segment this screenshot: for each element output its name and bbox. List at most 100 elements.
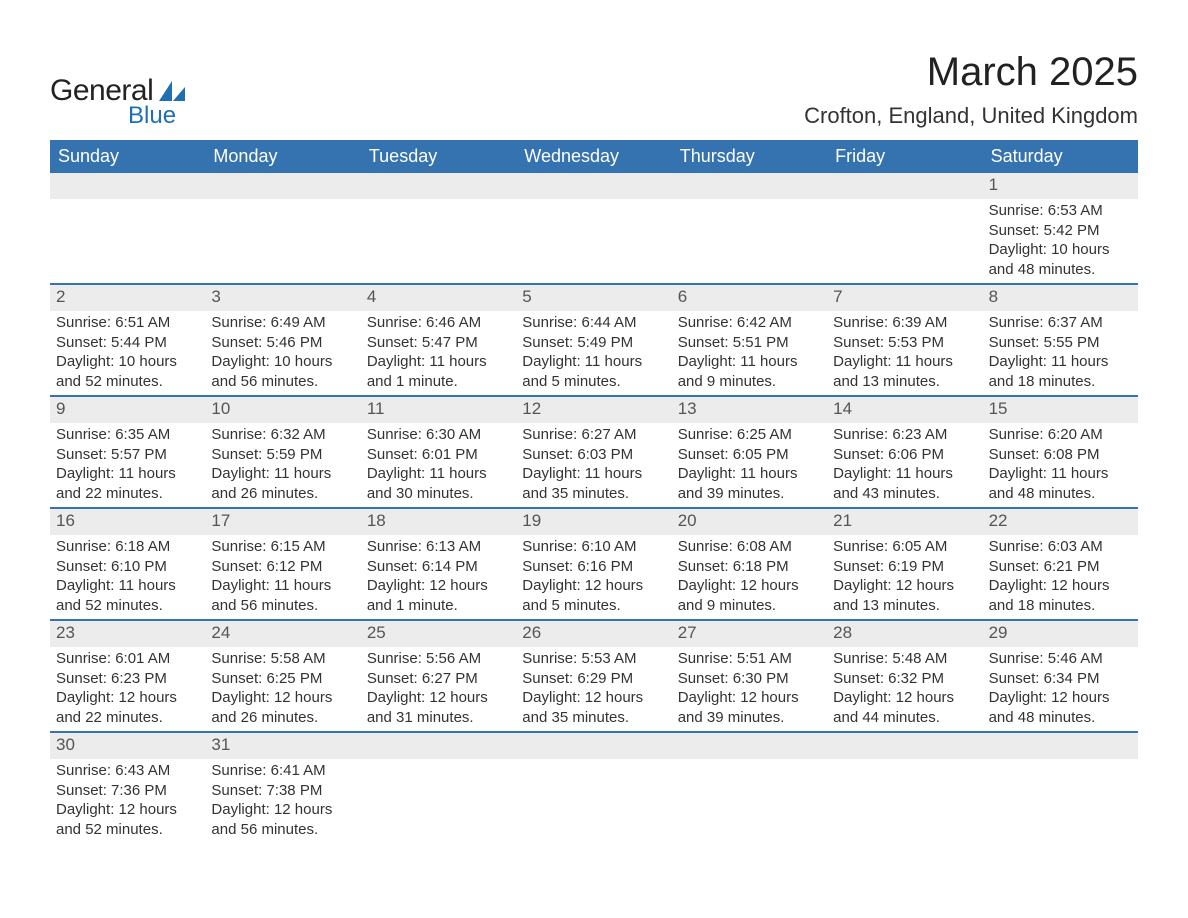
cell-body [672, 759, 827, 765]
daylight-line-1: Daylight: 11 hours [211, 464, 354, 484]
cell-body [827, 759, 982, 765]
daylight-line-2: and 48 minutes. [989, 484, 1132, 504]
cell-body: Sunrise: 6:35 AMSunset: 5:57 PMDaylight:… [50, 423, 205, 507]
day-number: 30 [50, 733, 205, 759]
cell-body: Sunrise: 6:25 AMSunset: 6:05 PMDaylight:… [672, 423, 827, 507]
daylight-line-2: and 1 minute. [367, 596, 510, 616]
calendar-cell [516, 173, 671, 283]
cell-body [827, 199, 982, 205]
sunset-line: Sunset: 5:49 PM [522, 333, 665, 353]
sunrise-line: Sunrise: 6:25 AM [678, 425, 821, 445]
sunset-line: Sunset: 5:55 PM [989, 333, 1132, 353]
calendar-cell: 25Sunrise: 5:56 AMSunset: 6:27 PMDayligh… [361, 621, 516, 731]
header-row: General Blue March 2025 Crofton, England… [50, 50, 1138, 130]
calendar-cell: 2Sunrise: 6:51 AMSunset: 5:44 PMDaylight… [50, 285, 205, 395]
cell-body: Sunrise: 6:46 AMSunset: 5:47 PMDaylight:… [361, 311, 516, 395]
calendar-cell: 7Sunrise: 6:39 AMSunset: 5:53 PMDaylight… [827, 285, 982, 395]
sunrise-line: Sunrise: 6:44 AM [522, 313, 665, 333]
day-number: 16 [50, 509, 205, 535]
daylight-line-1: Daylight: 12 hours [522, 688, 665, 708]
calendar-cell [672, 173, 827, 283]
day-number: 19 [516, 509, 671, 535]
day-number: 23 [50, 621, 205, 647]
calendar-cell: 4Sunrise: 6:46 AMSunset: 5:47 PMDaylight… [361, 285, 516, 395]
sunrise-line: Sunrise: 6:05 AM [833, 537, 976, 557]
day-number: 24 [205, 621, 360, 647]
weeks-container: 1Sunrise: 6:53 AMSunset: 5:42 PMDaylight… [50, 173, 1138, 843]
daylight-line-2: and 39 minutes. [678, 484, 821, 504]
cell-body: Sunrise: 6:27 AMSunset: 6:03 PMDaylight:… [516, 423, 671, 507]
calendar-week: 2Sunrise: 6:51 AMSunset: 5:44 PMDaylight… [50, 285, 1138, 397]
day-number [672, 733, 827, 759]
daylight-line-2: and 18 minutes. [989, 596, 1132, 616]
calendar-week: 23Sunrise: 6:01 AMSunset: 6:23 PMDayligh… [50, 621, 1138, 733]
title-block: March 2025 Crofton, England, United King… [804, 50, 1138, 129]
cell-body: Sunrise: 6:32 AMSunset: 5:59 PMDaylight:… [205, 423, 360, 507]
daylight-line-1: Daylight: 12 hours [989, 576, 1132, 596]
calendar-cell: 15Sunrise: 6:20 AMSunset: 6:08 PMDayligh… [983, 397, 1138, 507]
day-number: 28 [827, 621, 982, 647]
day-number: 9 [50, 397, 205, 423]
daylight-line-1: Daylight: 11 hours [522, 352, 665, 372]
calendar-cell: 27Sunrise: 5:51 AMSunset: 6:30 PMDayligh… [672, 621, 827, 731]
day-number: 15 [983, 397, 1138, 423]
daylight-line-1: Daylight: 11 hours [522, 464, 665, 484]
daylight-line-2: and 44 minutes. [833, 708, 976, 728]
sunrise-line: Sunrise: 5:51 AM [678, 649, 821, 669]
calendar-cell: 10Sunrise: 6:32 AMSunset: 5:59 PMDayligh… [205, 397, 360, 507]
daylight-line-1: Daylight: 11 hours [211, 576, 354, 596]
daylight-line-1: Daylight: 11 hours [833, 464, 976, 484]
calendar-cell: 19Sunrise: 6:10 AMSunset: 6:16 PMDayligh… [516, 509, 671, 619]
sunset-line: Sunset: 6:25 PM [211, 669, 354, 689]
sunrise-line: Sunrise: 6:27 AM [522, 425, 665, 445]
cell-body: Sunrise: 5:53 AMSunset: 6:29 PMDaylight:… [516, 647, 671, 731]
day-number: 13 [672, 397, 827, 423]
sunrise-line: Sunrise: 6:20 AM [989, 425, 1132, 445]
day-number [50, 173, 205, 199]
sunrise-line: Sunrise: 6:51 AM [56, 313, 199, 333]
cell-body: Sunrise: 6:20 AMSunset: 6:08 PMDaylight:… [983, 423, 1138, 507]
sunset-line: Sunset: 6:03 PM [522, 445, 665, 465]
cell-body [361, 199, 516, 205]
sunset-line: Sunset: 6:32 PM [833, 669, 976, 689]
cell-body: Sunrise: 6:18 AMSunset: 6:10 PMDaylight:… [50, 535, 205, 619]
daylight-line-2: and 30 minutes. [367, 484, 510, 504]
cell-body: Sunrise: 6:30 AMSunset: 6:01 PMDaylight:… [361, 423, 516, 507]
calendar-cell: 12Sunrise: 6:27 AMSunset: 6:03 PMDayligh… [516, 397, 671, 507]
cell-body: Sunrise: 6:01 AMSunset: 6:23 PMDaylight:… [50, 647, 205, 731]
day-number: 21 [827, 509, 982, 535]
sunrise-line: Sunrise: 6:49 AM [211, 313, 354, 333]
sunset-line: Sunset: 6:34 PM [989, 669, 1132, 689]
daylight-line-2: and 56 minutes. [211, 820, 354, 840]
daylight-line-2: and 48 minutes. [989, 260, 1132, 280]
daylight-line-1: Daylight: 10 hours [989, 240, 1132, 260]
calendar-cell [205, 173, 360, 283]
day-number [361, 173, 516, 199]
sunset-line: Sunset: 6:27 PM [367, 669, 510, 689]
daylight-line-2: and 9 minutes. [678, 372, 821, 392]
daylight-line-1: Daylight: 12 hours [211, 688, 354, 708]
daylight-line-2: and 5 minutes. [522, 372, 665, 392]
sunrise-line: Sunrise: 6:15 AM [211, 537, 354, 557]
sunrise-line: Sunrise: 6:43 AM [56, 761, 199, 781]
cell-body: Sunrise: 6:08 AMSunset: 6:18 PMDaylight:… [672, 535, 827, 619]
calendar-cell [361, 173, 516, 283]
sunset-line: Sunset: 6:19 PM [833, 557, 976, 577]
sunset-line: Sunset: 6:01 PM [367, 445, 510, 465]
calendar-cell: 20Sunrise: 6:08 AMSunset: 6:18 PMDayligh… [672, 509, 827, 619]
sunrise-line: Sunrise: 6:39 AM [833, 313, 976, 333]
brand-blue: Blue [128, 102, 176, 130]
cell-body: Sunrise: 5:58 AMSunset: 6:25 PMDaylight:… [205, 647, 360, 731]
day-number: 22 [983, 509, 1138, 535]
day-number: 29 [983, 621, 1138, 647]
sunset-line: Sunset: 6:29 PM [522, 669, 665, 689]
daylight-line-1: Daylight: 12 hours [833, 576, 976, 596]
cell-body [50, 199, 205, 205]
calendar-cell: 18Sunrise: 6:13 AMSunset: 6:14 PMDayligh… [361, 509, 516, 619]
daylight-line-1: Daylight: 11 hours [678, 464, 821, 484]
day-number [827, 173, 982, 199]
day-header: Wednesday [516, 140, 671, 173]
sunrise-line: Sunrise: 6:42 AM [678, 313, 821, 333]
sunrise-line: Sunrise: 6:03 AM [989, 537, 1132, 557]
sunset-line: Sunset: 5:51 PM [678, 333, 821, 353]
